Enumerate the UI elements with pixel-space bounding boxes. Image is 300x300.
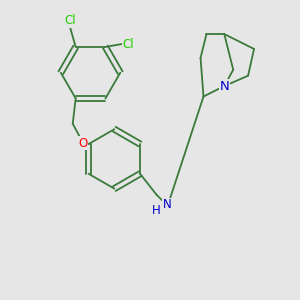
Text: N: N xyxy=(219,80,229,93)
Text: Cl: Cl xyxy=(64,14,76,27)
Text: N: N xyxy=(162,199,171,212)
Text: Cl: Cl xyxy=(122,38,134,50)
Text: O: O xyxy=(79,136,88,149)
Text: H: H xyxy=(152,204,161,218)
